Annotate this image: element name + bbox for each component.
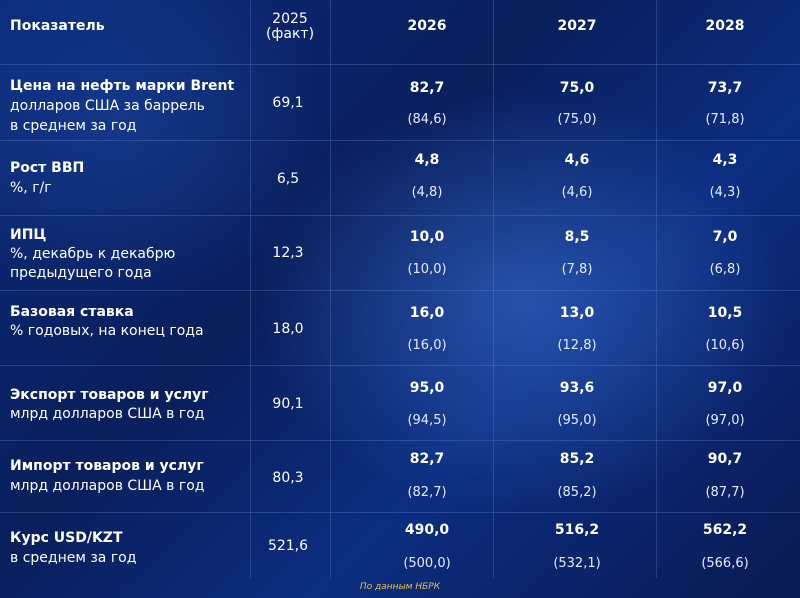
row-fact-value: 6,5 — [276, 171, 300, 187]
grid-line — [0, 290, 800, 291]
grid-line — [0, 512, 800, 513]
previous-2026: (84,6) — [407, 112, 447, 127]
previous-2027: (85,2) — [557, 485, 597, 500]
grid-line — [656, 0, 657, 578]
row-title: ИПЦ — [10, 227, 47, 243]
row-fact-value: 90,1 — [272, 396, 304, 412]
forecast-2028: 73,7 — [707, 80, 743, 96]
table-row: Базовая ставка % годовых, на конец года … — [0, 290, 800, 365]
previous-2026: (94,5) — [407, 413, 447, 428]
table-row: Рост ВВП %, г/г 6,5 4,8 4,6 4,3 (4,8) (4… — [0, 140, 800, 215]
previous-2026: (4,8) — [411, 185, 443, 200]
previous-2027: (532,1) — [553, 556, 601, 571]
row-subtitle: предыдущего года — [10, 265, 152, 281]
previous-2028: (97,0) — [705, 413, 745, 428]
row-subtitle: % годовых, на конец года — [10, 323, 204, 339]
row-title: Экспорт товаров и услуг — [10, 387, 209, 403]
forecast-2026: 82,7 — [409, 451, 445, 467]
forecast-2028: 7,0 — [712, 229, 738, 245]
table-row: Экспорт товаров и услуг млрд долларов СШ… — [0, 365, 800, 440]
header-year-2027: 2027 — [557, 18, 597, 34]
forecast-2026: 16,0 — [409, 305, 445, 321]
previous-2027: (75,0) — [557, 112, 597, 127]
forecast-2027: 13,0 — [559, 305, 595, 321]
forecast-2028: 10,5 — [707, 305, 743, 321]
row-title: Базовая ставка — [10, 304, 134, 320]
row-title: Рост ВВП — [10, 160, 85, 176]
previous-2028: (71,8) — [705, 112, 745, 127]
header-indicator: Показатель — [10, 18, 105, 34]
header-fact-note: (факт) — [265, 26, 315, 42]
row-subtitle: %, г/г — [10, 180, 52, 196]
previous-2026: (500,0) — [403, 556, 451, 571]
header-fact-year-value: 2025 — [272, 11, 308, 27]
row-fact-value: 69,1 — [272, 95, 304, 111]
row-fact-value: 80,3 — [272, 470, 304, 486]
table-row: Цена на нефть марки Brent долларов США з… — [0, 64, 800, 140]
source-note: По данным НБРК — [359, 582, 441, 592]
previous-2027: (95,0) — [557, 413, 597, 428]
row-fact-value: 12,3 — [272, 245, 304, 261]
grid-line — [330, 0, 331, 578]
grid-line — [0, 365, 800, 366]
forecast-2026: 490,0 — [404, 522, 450, 538]
row-subtitle: долларов США за баррель — [10, 98, 205, 114]
grid-line — [493, 0, 494, 578]
table-row: ИПЦ %, декабрь к декабрю предыдущего год… — [0, 215, 800, 290]
header-year-2028: 2028 — [705, 18, 745, 34]
row-title: Импорт товаров и услуг — [10, 458, 204, 474]
previous-2028: (4,3) — [709, 185, 741, 200]
forecast-2027: 93,6 — [559, 380, 595, 396]
previous-2026: (16,0) — [407, 338, 447, 353]
grid-line — [0, 140, 800, 141]
header-fact-year: 2025 (факт) — [250, 12, 330, 42]
forecast-2026: 82,7 — [409, 80, 445, 96]
table-header: Показатель 2025 (факт) 2026 2027 2028 — [0, 0, 800, 64]
previous-2027: (12,8) — [557, 338, 597, 353]
forecast-2028: 97,0 — [707, 380, 743, 396]
grid-line — [0, 215, 800, 216]
previous-2028: (6,8) — [709, 262, 741, 277]
table-row: Курс USD/KZT в среднем за год 521,6 490,… — [0, 512, 800, 578]
grid-line — [0, 64, 800, 65]
forecast-2027: 8,5 — [564, 229, 590, 245]
row-title: Цена на нефть марки Brent — [10, 78, 235, 94]
forecast-2026: 4,8 — [414, 152, 440, 168]
header-year-2026: 2026 — [407, 18, 447, 34]
forecast-2027: 75,0 — [559, 80, 595, 96]
row-subtitle: млрд долларов США в год — [10, 478, 205, 494]
previous-2028: (566,6) — [701, 556, 749, 571]
forecast-2028: 562,2 — [702, 522, 748, 538]
previous-2026: (10,0) — [407, 262, 447, 277]
row-subtitle: в среднем за год — [10, 550, 137, 566]
previous-2028: (87,7) — [705, 485, 745, 500]
row-subtitle: млрд долларов США в год — [10, 406, 205, 422]
forecast-2028: 90,7 — [707, 451, 743, 467]
grid-line — [0, 440, 800, 441]
row-subtitle: %, декабрь к декабрю — [10, 246, 176, 262]
grid-line — [250, 0, 251, 578]
row-title: Курс USD/KZT — [10, 530, 123, 546]
table-row: Импорт товаров и услуг млрд долларов США… — [0, 440, 800, 512]
forecast-2026: 10,0 — [409, 229, 445, 245]
row-fact-value: 521,6 — [267, 538, 309, 554]
forecast-2026: 95,0 — [409, 380, 445, 396]
previous-2027: (7,8) — [561, 262, 593, 277]
forecast-2027: 85,2 — [559, 451, 595, 467]
forecast-2028: 4,3 — [712, 152, 738, 168]
previous-2027: (4,6) — [561, 185, 593, 200]
row-fact-value: 18,0 — [272, 321, 304, 337]
previous-2028: (10,6) — [705, 338, 745, 353]
row-subtitle: в среднем за год — [10, 118, 137, 134]
previous-2026: (82,7) — [407, 485, 447, 500]
forecast-2027: 4,6 — [564, 152, 590, 168]
forecast-2027: 516,2 — [554, 522, 600, 538]
